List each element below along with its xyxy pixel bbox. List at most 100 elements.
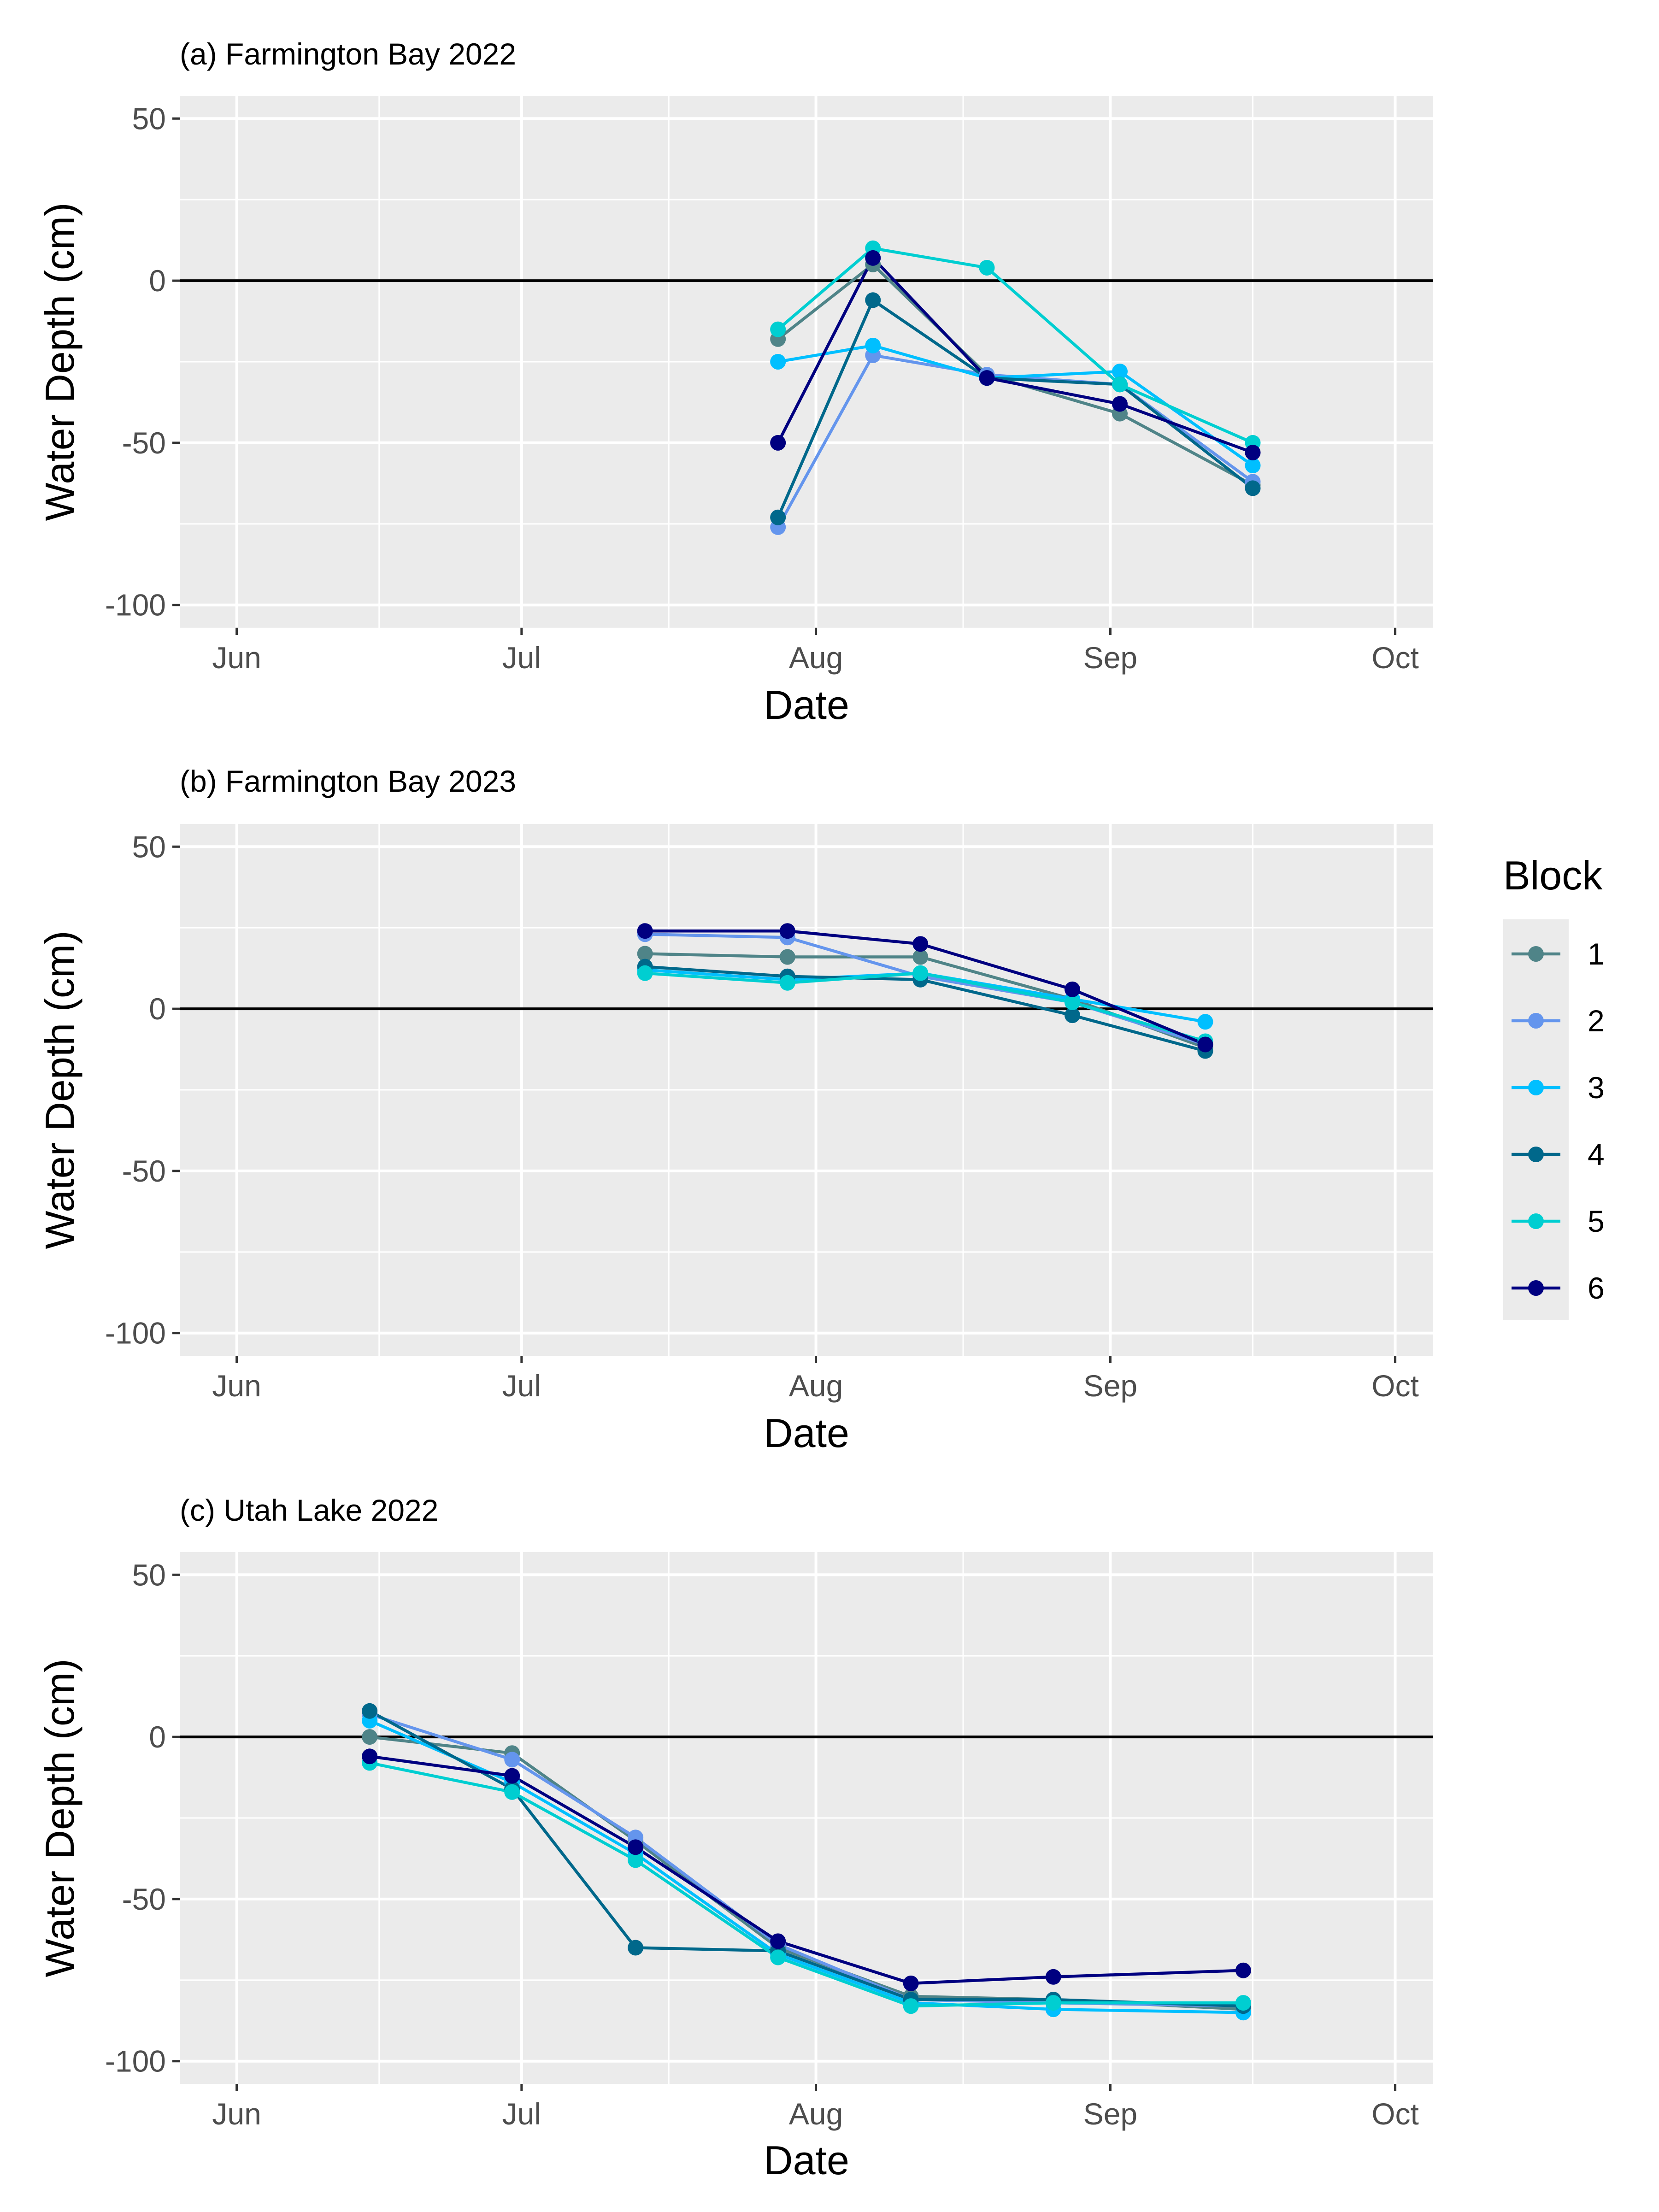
data-point-block-3 <box>1197 1014 1213 1030</box>
data-point-block-6 <box>770 435 786 451</box>
data-point-block-5 <box>903 1998 919 2014</box>
y-tick-label: 0 <box>149 1720 166 1754</box>
data-point-block-4 <box>362 1703 378 1719</box>
y-tick-label: -100 <box>105 2044 166 2078</box>
data-point-block-5 <box>1064 994 1080 1011</box>
data-point-block-6 <box>779 923 795 939</box>
data-point-block-6 <box>504 1768 520 1784</box>
x-tick-label: Sep <box>1083 2097 1137 2131</box>
x-tick-label: Jul <box>502 641 541 675</box>
data-point-block-5 <box>770 321 786 337</box>
data-point-block-5 <box>979 259 995 276</box>
y-tick-label: 50 <box>132 1558 166 1592</box>
chart-panel-2: 50 0 -50 -100 Jun Jul Aug Sep Oct (b) Farmington … <box>37 764 1433 1456</box>
legend-item-block-5: 5 <box>1512 1204 1605 1238</box>
data-point-block-6 <box>1112 396 1128 412</box>
data-point-block-6 <box>770 1933 786 1949</box>
y-tick-label: 50 <box>132 101 166 135</box>
legend-label: 4 <box>1588 1137 1605 1171</box>
y-axis-title: Water Depth (cm) <box>37 930 82 1249</box>
legend-key-point <box>1528 1147 1544 1162</box>
data-point-block-5 <box>912 965 929 981</box>
x-tick-label: Oct <box>1371 1369 1419 1403</box>
x-tick-label: Jul <box>502 1369 541 1403</box>
data-point-block-6 <box>865 250 881 266</box>
legend-key-point <box>1528 1213 1544 1229</box>
y-tick-label: 0 <box>149 992 166 1026</box>
legend-label: 2 <box>1588 1004 1605 1038</box>
data-point-block-5 <box>1112 377 1128 393</box>
data-point-block-4 <box>865 292 881 308</box>
y-tick-label: -50 <box>122 426 166 460</box>
y-tick-label: -50 <box>122 1882 166 1916</box>
data-point-block-6 <box>903 1975 919 1991</box>
legend-key-background <box>1503 919 1569 1320</box>
data-point-block-4 <box>628 1940 644 1956</box>
data-point-block-6 <box>637 923 653 939</box>
data-point-block-4 <box>1064 1007 1080 1024</box>
legend-key-point <box>1528 1013 1544 1029</box>
chart-panel-1: 50 0 -50 -100 Jun Jul Aug Sep Oct (a) Farmington … <box>37 37 1433 728</box>
data-point-block-5 <box>504 1784 520 1800</box>
data-point-block-5 <box>637 965 653 981</box>
data-point-block-6 <box>628 1839 644 1855</box>
data-point-block-6 <box>1197 1036 1213 1053</box>
data-point-block-1 <box>779 949 795 965</box>
legend-item-block-4: 4 <box>1512 1137 1605 1171</box>
x-axis-title: Date <box>764 2137 849 2183</box>
y-tick-label: 50 <box>132 830 166 864</box>
x-axis-title: Date <box>764 682 849 728</box>
data-point-block-6 <box>1045 1969 1061 1985</box>
legend-label: 5 <box>1588 1204 1605 1238</box>
x-tick-label: Jun <box>212 1369 261 1403</box>
legend-item-block-1: 1 <box>1512 937 1605 971</box>
data-point-block-1 <box>637 946 653 962</box>
data-point-block-6 <box>979 370 995 386</box>
y-tick-label: -50 <box>122 1154 166 1188</box>
legend-label: 1 <box>1588 937 1605 971</box>
x-axis-title: Date <box>764 1410 849 1456</box>
data-point-block-5 <box>628 1852 644 1868</box>
panel-title: (c) Utah Lake 2022 <box>180 1493 438 1527</box>
panel-title: (b) Farmington Bay 2023 <box>180 764 516 798</box>
legend-item-block-6: 6 <box>1512 1271 1605 1305</box>
panel-title: (a) Farmington Bay 2022 <box>180 37 516 71</box>
y-axis-title: Water Depth (cm) <box>37 202 82 521</box>
x-tick-label: Aug <box>789 641 843 675</box>
x-tick-label: Jul <box>502 2097 541 2131</box>
data-point-block-5 <box>1235 1995 1251 2011</box>
legend-label: 3 <box>1588 1071 1605 1105</box>
legend-title: Block <box>1503 853 1603 898</box>
legend-key-point <box>1528 946 1544 962</box>
data-point-block-3 <box>770 354 786 370</box>
data-point-block-4 <box>770 509 786 525</box>
data-point-block-3 <box>865 337 881 353</box>
data-point-block-3 <box>1245 458 1261 474</box>
data-point-block-1 <box>362 1729 378 1745</box>
data-point-block-6 <box>1064 981 1080 997</box>
data-point-block-2 <box>504 1752 520 1768</box>
x-tick-label: Aug <box>789 2097 843 2131</box>
data-point-block-6 <box>362 1748 378 1765</box>
data-point-block-3 <box>1112 364 1128 380</box>
x-tick-label: Sep <box>1083 641 1137 675</box>
legend-item-block-2: 2 <box>1512 1004 1605 1038</box>
x-tick-label: Oct <box>1371 641 1419 675</box>
x-tick-label: Oct <box>1371 2097 1419 2131</box>
legend-label: 6 <box>1588 1271 1605 1305</box>
x-tick-label: Aug <box>789 1369 843 1403</box>
legend-item-block-3: 3 <box>1512 1071 1605 1105</box>
data-point-block-5 <box>1045 1995 1061 2011</box>
legend: Block 1 2 3 4 5 6 <box>1503 853 1605 1320</box>
y-tick-label: 0 <box>149 264 166 298</box>
data-point-block-6 <box>1235 1962 1251 1978</box>
y-axis-title: Water Depth (cm) <box>37 1659 82 1977</box>
chart-panel-3: 50 0 -50 -100 Jun Jul Aug Sep Oct (c) Utah Lake 2… <box>37 1493 1433 2183</box>
y-tick-label: -100 <box>105 1316 166 1350</box>
legend-key-point <box>1528 1280 1544 1296</box>
legend-key-point <box>1528 1080 1544 1095</box>
x-tick-label: Jun <box>212 641 261 675</box>
x-tick-label: Sep <box>1083 1369 1137 1403</box>
data-point-block-4 <box>1245 480 1261 496</box>
